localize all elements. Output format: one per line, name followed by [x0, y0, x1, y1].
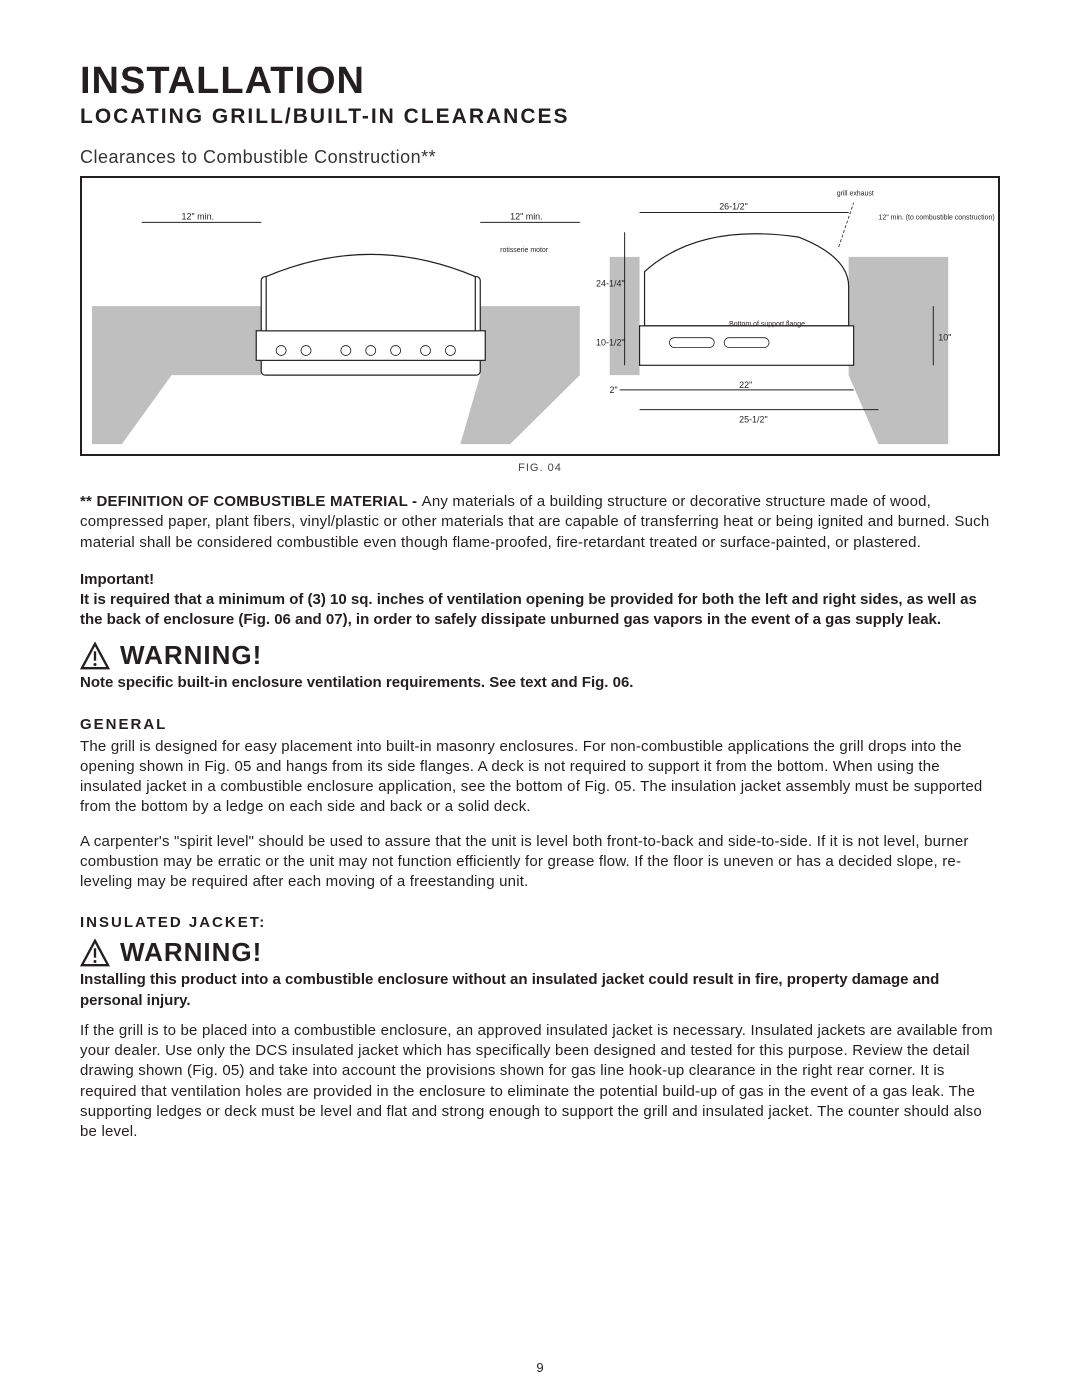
page-number: 9: [0, 1360, 1080, 1375]
dim-24q: 24-1/4": [596, 278, 625, 288]
general-paragraph-2: A carpenter's "spirit level" should be u…: [80, 832, 1000, 893]
label-rot-motor: rotisserie motor: [500, 247, 549, 254]
dim-12min-center: 12" min.: [510, 211, 543, 221]
general-heading: GENERAL: [80, 716, 1000, 733]
dim-10: 10": [938, 333, 951, 343]
jacket-body: If the grill is to be placed into a comb…: [80, 1021, 1000, 1143]
figure-caption: FIG. 04: [80, 462, 1000, 474]
dim-22: 22": [739, 380, 752, 390]
warning-1-note: Note specific built-in enclosure ventila…: [80, 673, 1000, 693]
jacket-warning: Installing this product into a combustib…: [80, 970, 1000, 1011]
figure-04: grill exhaust 12" min. 12" min. rotisser…: [80, 176, 1000, 456]
jacket-heading: INSULATED JACKET:: [80, 914, 1000, 931]
dim-10half: 10-1/2": [596, 338, 625, 348]
dim-2: 2": [609, 385, 617, 395]
clearance-heading: Clearances to Combustible Construction**: [80, 147, 1000, 168]
important-body: It is required that a minimum of (3) 10 …: [80, 590, 1000, 631]
definition-paragraph: ** DEFINITION OF COMBUSTIBLE MATERIAL - …: [80, 492, 1000, 553]
general-paragraph-1: The grill is designed for easy placement…: [80, 737, 1000, 818]
warning-2: WARNING!: [80, 937, 1000, 968]
warning-icon: [80, 938, 110, 968]
important-label: Important!: [80, 571, 1000, 588]
section-subtitle: LOCATING GRILL/BUILT-IN CLEARANCES: [80, 105, 1000, 129]
dim-12min-right: 12" min. (to combustible construction): [879, 214, 995, 221]
dim-25half: 25-1/2": [739, 414, 768, 424]
label-flange: Bottom of support flange: [729, 321, 805, 328]
dim-12min-left: 12" min.: [182, 211, 215, 221]
warning-1: WARNING!: [80, 640, 1000, 671]
page-title: INSTALLATION: [80, 60, 1000, 103]
warning-1-text: WARNING!: [120, 640, 262, 671]
definition-lead: ** DEFINITION OF COMBUSTIBLE MATERIAL -: [80, 493, 422, 510]
warning-2-text: WARNING!: [120, 937, 262, 968]
label-exhaust: grill exhaust: [837, 191, 874, 198]
dim-26half: 26-1/2": [719, 202, 748, 212]
warning-icon: [80, 641, 110, 671]
